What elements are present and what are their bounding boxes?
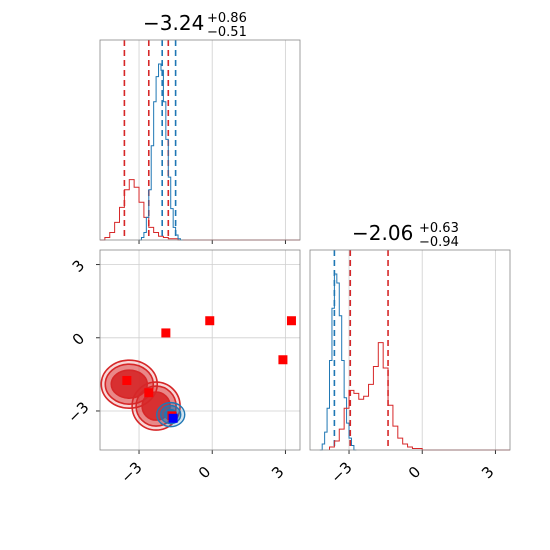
br-xtick-label-2: 3 <box>478 463 497 482</box>
title-bottom-right: −2.06 <box>352 221 413 245</box>
bl-frame <box>99 249 301 451</box>
title-top-left-plus: +0.86 <box>207 11 247 26</box>
bl-ytick-label-2: −3 <box>64 398 92 426</box>
tl-hist-series-0 <box>100 179 300 241</box>
title-bottom-right-minus: −0.94 <box>419 235 459 250</box>
bl-red-point-4 <box>278 355 288 365</box>
br-xtick-label-0: −3 <box>327 458 355 486</box>
bl-red-point-6 <box>144 388 154 398</box>
panel-top-left-histogram <box>99 39 301 244</box>
br-hist-series-1 <box>329 342 510 451</box>
panel-bottom-left-scatter: −3 0 3 3 0 −3 <box>64 241 301 487</box>
bl-red-point-5 <box>122 375 132 385</box>
tl-hist-series-1 <box>139 63 183 241</box>
bl-red-point-1 <box>161 328 171 338</box>
br-xtick-label-1: 0 <box>405 463 424 482</box>
title-top-left-minus: −0.51 <box>207 25 247 40</box>
br-frame <box>309 249 511 451</box>
bl-red-point-2 <box>205 316 215 326</box>
bl-red-point-3 <box>286 316 296 326</box>
bl-blue-point-0 <box>168 413 178 423</box>
bl-clipped <box>100 241 296 431</box>
br-hist-series-0 <box>319 273 357 451</box>
bl-red-point-0 <box>176 241 185 250</box>
bl-ytick-label-1: 0 <box>69 330 88 349</box>
panel-bottom-right-histogram: −3 0 3 <box>309 249 511 487</box>
bl-xtick-label-1: 0 <box>195 463 214 482</box>
bl-xtick-label-2: 3 <box>268 463 287 482</box>
tl-frame <box>99 39 301 241</box>
title-bottom-right-plus: +0.63 <box>419 221 459 236</box>
bl-xtick-label-0: −3 <box>117 458 145 486</box>
bl-ytick-label-0: 3 <box>69 256 88 275</box>
title-top-left: −3.24 <box>143 11 204 35</box>
